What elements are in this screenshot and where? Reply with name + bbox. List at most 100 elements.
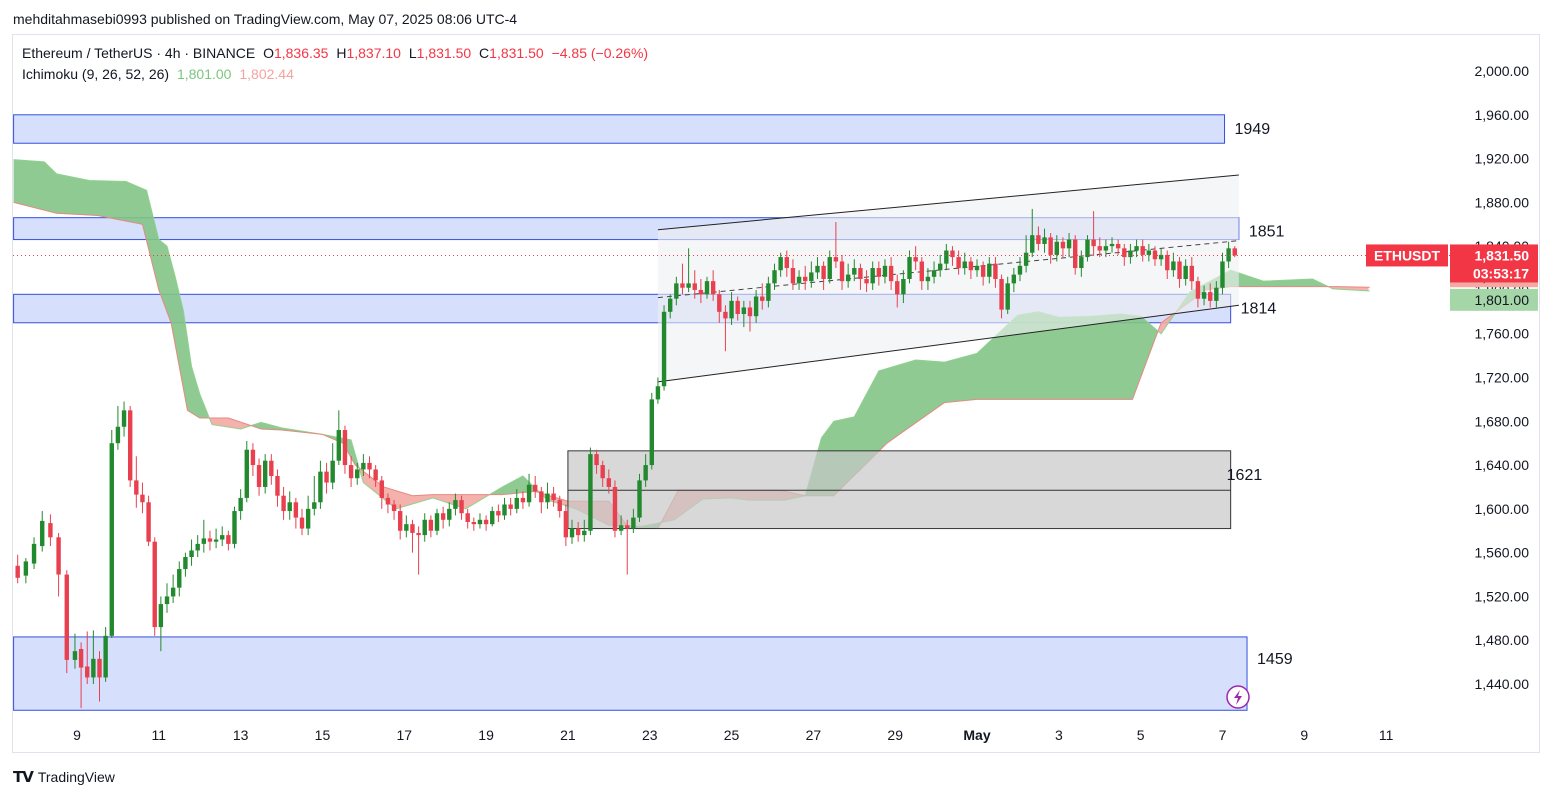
candle-body (520, 497, 526, 503)
candle (238, 489, 243, 520)
candle-body (858, 268, 863, 279)
candle-body (1097, 246, 1102, 251)
tradingview-logo-icon: 𝗧𝗩 (13, 769, 34, 786)
candle (373, 465, 378, 487)
cloud-segment-bull (252, 422, 359, 468)
time-axis: 9 11 13 15 17 19 21 23 25 27 29 May 3 5 7 9 11 (73, 727, 1393, 743)
candle-body (373, 469, 378, 481)
candle-body (232, 511, 237, 544)
x-tick-label: 9 (1300, 727, 1308, 743)
legend-symbol-row[interactable]: Ethereum / TetherUS · 4h · BINANCE O1,83… (22, 45, 652, 61)
high-label: H (336, 45, 347, 61)
candle (944, 243, 949, 271)
candle-body (170, 587, 176, 597)
x-tick-label: 15 (315, 727, 331, 743)
candle-body (453, 500, 458, 509)
candle (741, 300, 747, 328)
candle-body (404, 524, 409, 531)
candle (40, 511, 45, 552)
candle (342, 425, 348, 474)
candle (999, 274, 1004, 319)
candle (784, 250, 789, 277)
chart-frame (12, 34, 1540, 753)
candle-body (950, 250, 955, 258)
cloud-segment-bear (1159, 312, 1176, 334)
candle-body (490, 511, 495, 525)
candle (23, 558, 29, 584)
candle-body (1158, 254, 1164, 260)
candle (704, 276, 710, 299)
candle (1189, 257, 1194, 290)
candle-body (201, 538, 207, 544)
candle-body (15, 565, 20, 578)
candle (281, 486, 286, 520)
candle-body (428, 519, 434, 531)
legend-indicator-row[interactable]: Ichimoku (9, 26, 52, 26) 1,801.00 1,802.… (22, 66, 298, 82)
candle (361, 454, 366, 477)
candle (1060, 237, 1066, 258)
candle-body (649, 399, 654, 466)
candle-body (48, 523, 53, 538)
candle-body (600, 465, 605, 479)
candle (1232, 246, 1237, 258)
candle (612, 480, 618, 538)
candle-body (158, 604, 164, 628)
indicator-name[interactable]: Ichimoku (9, 26, 52, 26) (22, 66, 170, 82)
candle (275, 469, 280, 507)
candle (56, 532, 61, 597)
candle-body (324, 471, 329, 483)
candle (115, 405, 121, 450)
candle-body (987, 263, 992, 277)
x-tick-label: May (963, 727, 990, 743)
candle (164, 583, 170, 613)
candle-body (1017, 265, 1023, 275)
y-tick-label: 1,480.00 (1475, 632, 1530, 648)
candle-body (582, 530, 587, 536)
candle (882, 259, 888, 284)
candle (637, 473, 642, 522)
candle-body (207, 538, 213, 542)
candle (962, 252, 967, 275)
y-tick-label: 1,640.00 (1475, 457, 1530, 473)
candle (931, 261, 937, 284)
candle (348, 456, 354, 487)
candle (355, 462, 360, 485)
legend-high: H1,837.10 (336, 45, 401, 61)
candle (287, 491, 292, 520)
candle-body (226, 535, 231, 544)
candle (747, 300, 753, 332)
candle-body (1208, 292, 1213, 301)
candle-body (1220, 261, 1225, 288)
candle (434, 508, 440, 536)
footer-brand[interactable]: 𝗧𝗩 TradingView (13, 768, 115, 786)
candle (471, 517, 477, 531)
candle-body (397, 511, 403, 531)
range-box-layer: 1621 (567, 450, 1262, 530)
candle-body (275, 476, 280, 496)
candle-body (256, 465, 262, 487)
candle (766, 276, 771, 308)
candle-body (913, 257, 918, 262)
candle-body (1048, 237, 1053, 255)
candle-body (876, 268, 882, 277)
candle (723, 305, 728, 352)
candle-body (213, 539, 219, 542)
candle-body (667, 298, 673, 312)
candle (839, 254, 845, 290)
countdown-text: 03:53:17 (1473, 265, 1529, 281)
candle (1165, 250, 1170, 279)
candle (256, 458, 262, 496)
candle-body (606, 478, 612, 487)
alert-lightning-icon[interactable] (1226, 685, 1250, 709)
candle-body (532, 484, 538, 492)
candle (870, 261, 875, 290)
candle-body (85, 666, 90, 678)
zone-label-1851: 1851 (1249, 224, 1285, 241)
candle (496, 504, 501, 522)
legend-symbol[interactable]: Ethereum / TetherUS · 4h · BINANCE (22, 45, 256, 61)
footer-brand-text: TradingView (37, 769, 115, 785)
candle (127, 405, 133, 487)
candle (477, 513, 483, 529)
candle (31, 537, 37, 570)
